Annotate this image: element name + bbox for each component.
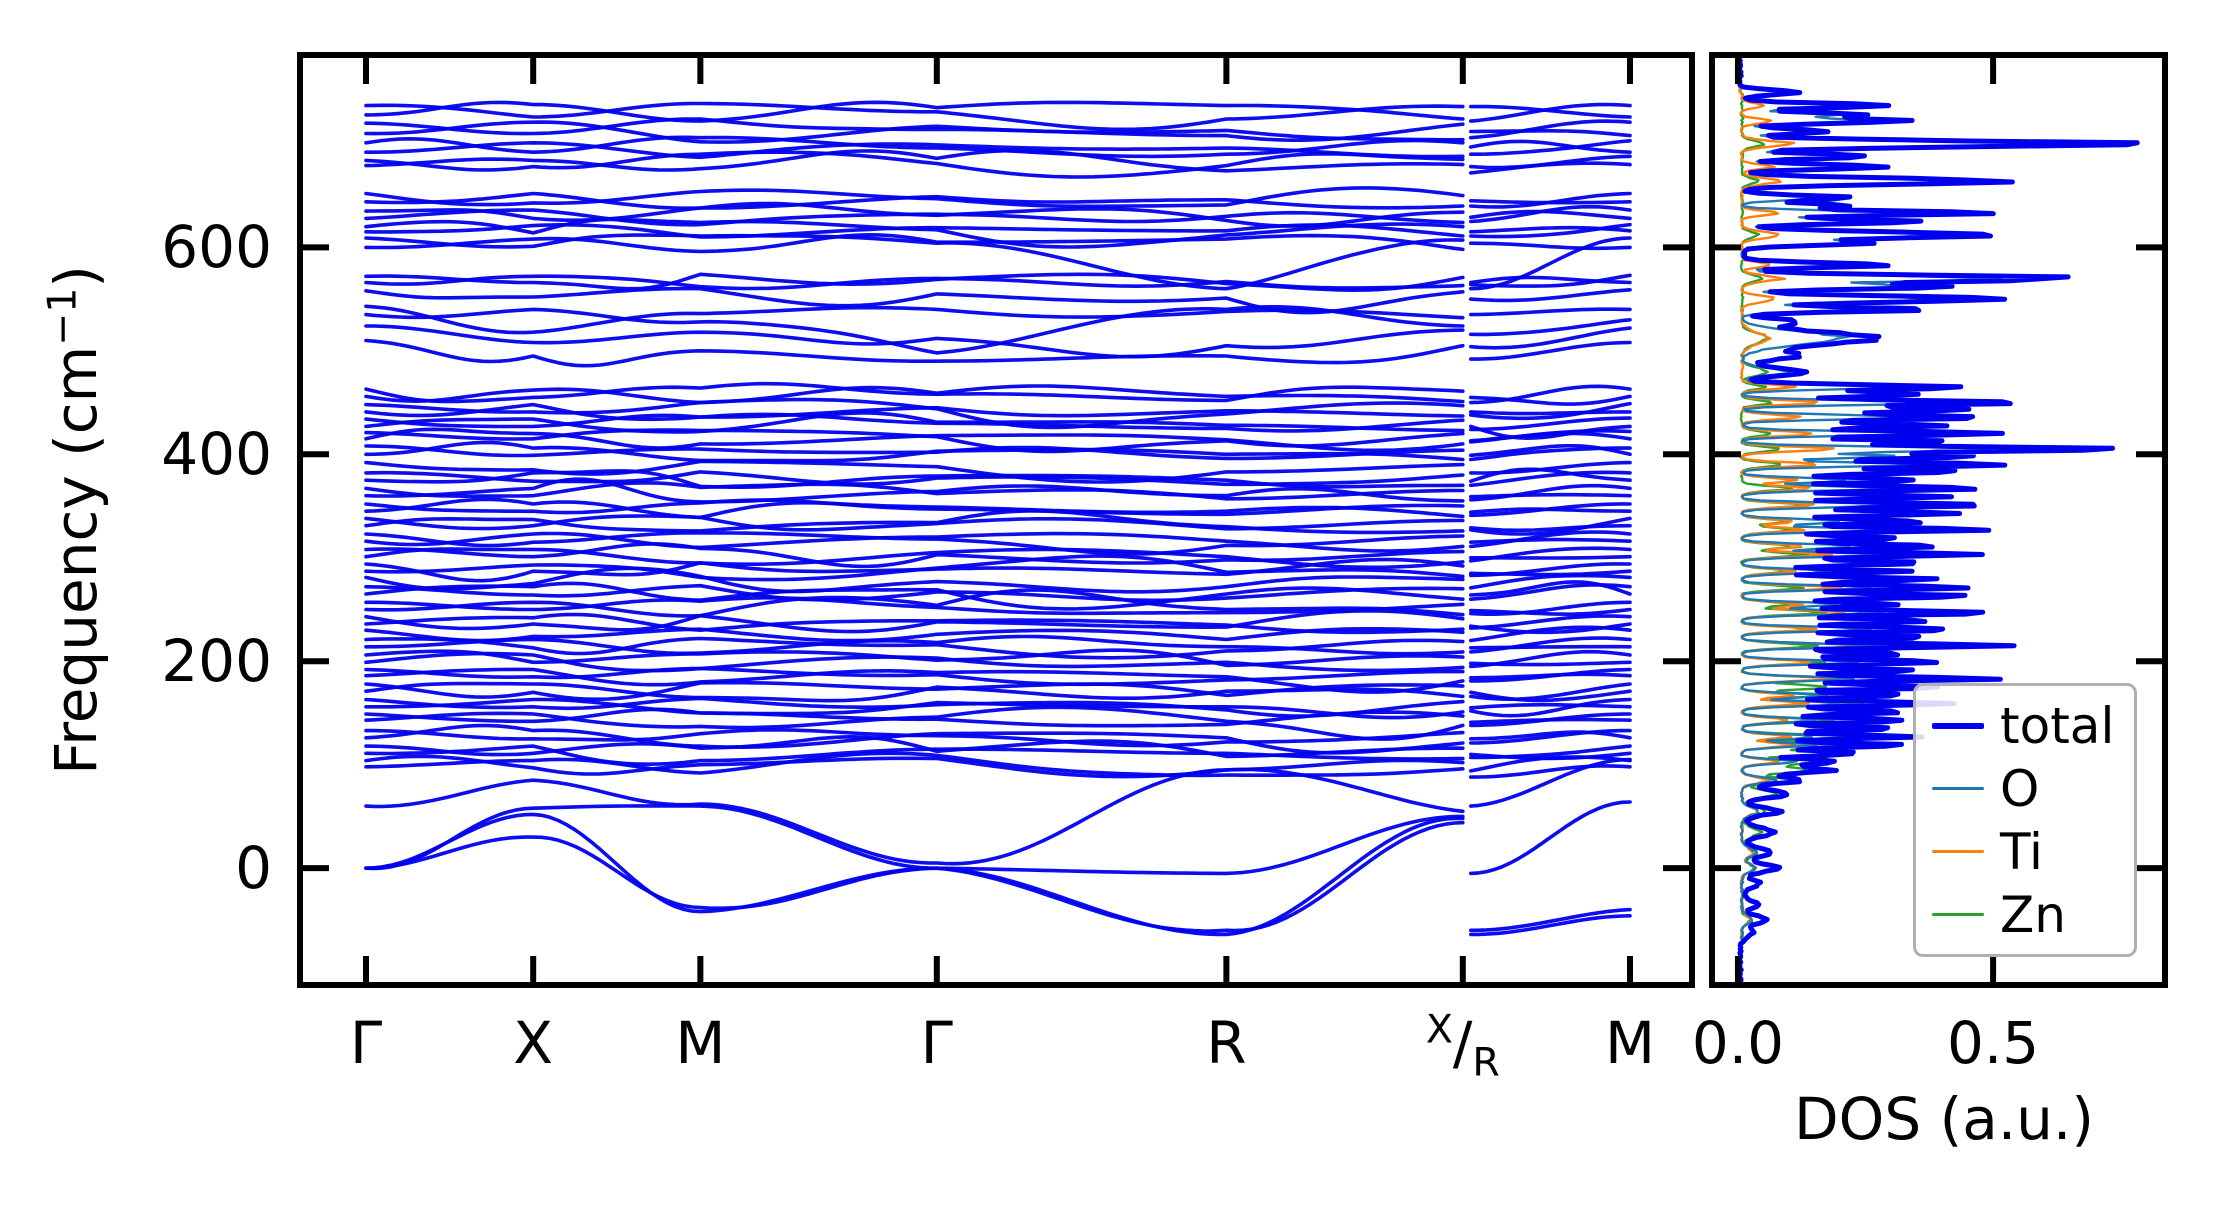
legend-entry-total: total — [1932, 699, 2128, 753]
x-tick-label: M — [675, 1009, 726, 1077]
legend-line-ti — [1932, 850, 1984, 853]
legend-line-o — [1932, 787, 1984, 790]
legend-line-total — [1932, 722, 1984, 729]
band-structure-plot — [303, 58, 1689, 982]
x-tick-label: Γ — [920, 1009, 953, 1077]
y-tick-label: 400 — [161, 420, 272, 489]
y-axis-label: Frequency (cm−1) — [39, 265, 110, 775]
legend-line-zn — [1932, 913, 1984, 916]
legend-entry-o: O — [1932, 762, 2128, 816]
x-tick-label: X/R — [1425, 1006, 1500, 1086]
x-over-r-sup: X — [1425, 1006, 1453, 1053]
dos-x-axis-label: DOS (a.u.) — [1794, 1085, 2094, 1153]
y-tick-label: 600 — [161, 213, 272, 282]
band-structure-panel — [297, 52, 1695, 988]
dos-x-tick-label: 0.5 — [1946, 1009, 2040, 1077]
x-over-r-sub: R — [1472, 1039, 1500, 1086]
legend-label: total — [2000, 696, 2115, 755]
x-tick-label: R — [1206, 1009, 1247, 1077]
legend-label: Zn — [2000, 885, 2066, 944]
y-axis-label-superscript: −1 — [39, 287, 86, 346]
dos-legend: total O Ti Zn — [1913, 683, 2137, 957]
y-tick-label: 200 — [161, 627, 272, 696]
x-tick-label: M — [1604, 1009, 1656, 1077]
legend-entry-ti: Ti — [1932, 825, 2128, 879]
y-tick-label: 0 — [235, 834, 272, 903]
x-tick-label: Γ — [349, 1009, 383, 1077]
legend-label: O — [2000, 759, 2040, 818]
dos-plot — [1715, 58, 2162, 982]
x-tick-label: X — [513, 1009, 554, 1077]
legend-label: Ti — [2000, 822, 2043, 881]
dos-x-tick-label: 0.0 — [1691, 1009, 1785, 1077]
legend-entry-zn: Zn — [1932, 888, 2128, 942]
